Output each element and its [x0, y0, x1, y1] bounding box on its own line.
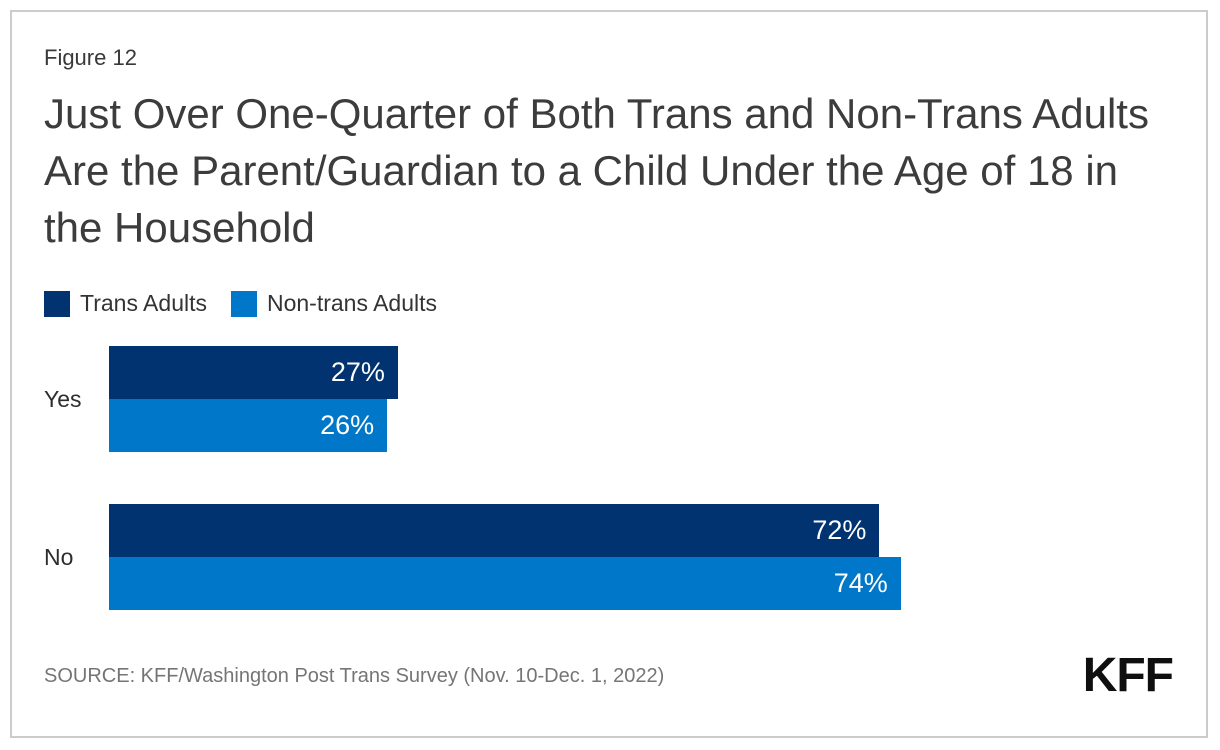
footer: SOURCE: KFF/Washington Post Trans Survey…: [44, 649, 1174, 702]
bar-value-label: 72%: [812, 515, 867, 545]
bar-no-non-trans-adults: 74%: [109, 557, 901, 610]
bar-value-label: 27%: [330, 357, 385, 387]
chart-title: Just Over One-Quarter of Both Trans and …: [44, 90, 1149, 251]
category-label-yes: Yes: [44, 385, 82, 412]
legend-item-non-trans-adults: Non-trans Adults: [230, 290, 438, 317]
legend-swatch-non-trans-adults: [230, 290, 257, 317]
bar-yes-trans-adults: 27%: [109, 346, 398, 399]
chart-row-yes: Yes 27% 26%: [44, 346, 1174, 452]
bar-chart: Yes 27% 26% No 72% 74%: [44, 346, 1174, 610]
category-label-no: No: [44, 543, 74, 570]
legend-swatch-trans-adults: [44, 290, 70, 317]
kff-logo: KFF: [1082, 649, 1174, 702]
bar-stack-no: 72% 74%: [109, 504, 1174, 610]
bar-yes-non-trans-adults: 26%: [109, 399, 388, 452]
chart-row-no: No 72% 74%: [44, 504, 1174, 610]
legend: Trans Adults Non-trans Adults: [44, 290, 1174, 317]
figure-label: Figure 12: [44, 45, 137, 70]
bar-stack-yes: 27% 26%: [109, 346, 1174, 452]
bar-no-trans-adults: 72%: [109, 504, 880, 557]
figure-container: Figure 12 Just Over One-Quarter of Both …: [10, 10, 1208, 738]
legend-label-non-trans-adults: Non-trans Adults: [266, 290, 438, 316]
legend-item-trans-adults: Trans Adults: [44, 290, 207, 317]
bar-value-label: 26%: [320, 410, 375, 440]
source-note: SOURCE: KFF/Washington Post Trans Survey…: [44, 664, 665, 687]
legend-label-trans-adults: Trans Adults: [80, 290, 207, 316]
bar-value-label: 74%: [833, 568, 888, 598]
